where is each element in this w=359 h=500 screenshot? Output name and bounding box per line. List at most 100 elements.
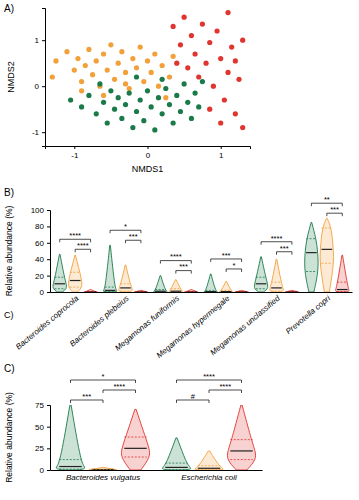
quartile-line [124, 437, 146, 438]
quartile-line [105, 287, 116, 288]
median-line [236, 291, 247, 292]
tick-label: 25 [35, 444, 44, 453]
tick: Megamonas unclassified [208, 292, 282, 357]
violin [84, 290, 97, 292]
point [94, 58, 99, 63]
violin [185, 290, 198, 292]
point [178, 42, 183, 47]
point [86, 93, 91, 98]
point [207, 40, 212, 45]
quartile-line [322, 228, 333, 229]
quartile-line [271, 282, 282, 283]
median-line [271, 287, 282, 288]
significance-label: *** [179, 262, 188, 271]
point [50, 74, 55, 79]
quartile-line [54, 277, 65, 278]
plot-area [50, 10, 246, 133]
point [240, 125, 245, 130]
significance-label: **** [113, 382, 125, 391]
tick-mark [47, 470, 50, 471]
tick: 80 [35, 222, 50, 231]
quartile-line [70, 287, 81, 288]
plot-area [53, 218, 349, 292]
point [152, 51, 157, 56]
point [160, 63, 165, 68]
point [112, 107, 117, 112]
significance-label: *** [280, 244, 289, 253]
x-axis: -101 [46, 146, 251, 160]
quartile-line [120, 291, 131, 292]
tick-label: 0 [146, 151, 151, 160]
violin [56, 405, 84, 470]
median-line [136, 291, 147, 292]
panel-label: B) [4, 187, 14, 198]
tick-mark [47, 448, 50, 449]
point [53, 58, 58, 63]
median-line [124, 448, 146, 449]
tick-label: -1 [71, 151, 79, 160]
series [56, 405, 190, 470]
quartile-line [221, 291, 232, 292]
quartile-line [198, 469, 220, 470]
point [192, 91, 197, 96]
quartile-line [136, 292, 147, 293]
plot-area [56, 405, 255, 470]
y-axis-line [47, 211, 51, 293]
significance: ********#******** [70, 372, 241, 403]
quartile-line [306, 238, 317, 239]
significance-label: * [232, 261, 235, 270]
tick-mark [47, 243, 50, 244]
quartile-line [186, 291, 197, 292]
quartile-line [221, 290, 232, 291]
quartile-line [205, 290, 216, 291]
violin [195, 451, 223, 470]
series [84, 255, 349, 292]
violin [336, 255, 349, 292]
tick-label: 100 [31, 206, 45, 215]
significance-label: **** [203, 372, 215, 381]
y-axis: 0255075 [35, 401, 50, 475]
median-line [92, 469, 114, 470]
y-axis-title: Relative abundance (%) [4, 205, 14, 296]
quartile-line [306, 271, 317, 272]
point [200, 22, 205, 27]
panel-label: C) [4, 363, 15, 374]
point [108, 88, 113, 93]
point [174, 93, 179, 98]
median-line [155, 291, 166, 292]
point [240, 38, 245, 43]
point [130, 125, 135, 130]
point [68, 97, 73, 102]
point [218, 120, 223, 125]
point [171, 24, 176, 29]
violin [320, 218, 333, 292]
tick: -1 [71, 146, 79, 160]
tick: Escherichia coli [181, 470, 237, 482]
series [68, 74, 205, 132]
tick-mark [47, 259, 50, 260]
point [222, 97, 227, 102]
point [90, 72, 95, 77]
x-axis-title: NMDS1 [132, 164, 164, 174]
point [86, 47, 91, 52]
tick-label: 60 [35, 239, 44, 248]
quartile-line [155, 289, 166, 290]
tick-label: 0 [40, 288, 45, 297]
quartile-line [165, 469, 187, 470]
quartile-line [256, 288, 267, 289]
point [171, 54, 176, 59]
category-label: Bacteroides vulgatus [66, 473, 140, 482]
tick-mark [74, 146, 75, 149]
series [89, 451, 223, 470]
point [79, 88, 84, 93]
median-line [59, 466, 81, 467]
point [149, 104, 154, 109]
quartile-line [124, 457, 146, 458]
point [156, 95, 161, 100]
violin [162, 438, 190, 470]
tick: 20 [35, 272, 50, 281]
median-line [221, 291, 232, 292]
point [163, 95, 168, 100]
point [145, 88, 150, 93]
quartile-line [92, 469, 114, 470]
